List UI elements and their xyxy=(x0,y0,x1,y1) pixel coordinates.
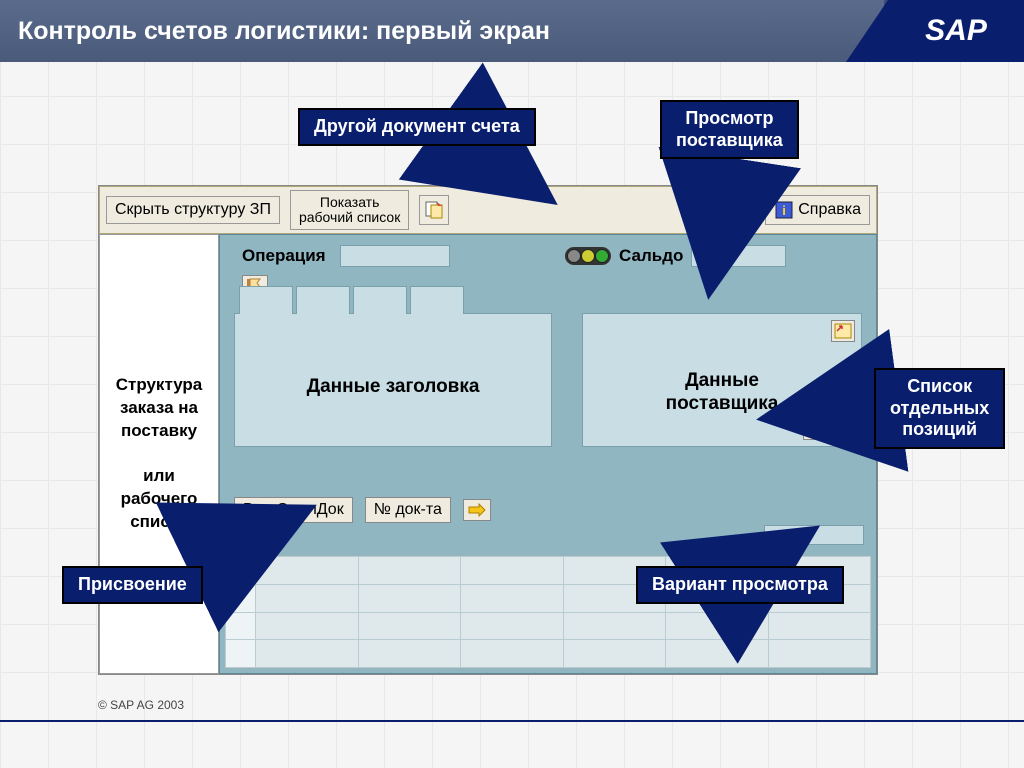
header-tab-4[interactable] xyxy=(410,286,464,314)
operation-field[interactable] xyxy=(340,245,450,267)
balance-label: Сальдо xyxy=(619,246,683,266)
main-panel: Операция Сальдо xyxy=(219,234,877,674)
table-row-header[interactable] xyxy=(226,612,256,640)
supplier-data-panel: Данные поставщика ОП xyxy=(582,313,862,447)
grid-icon xyxy=(810,422,824,436)
traffic-light-icon xyxy=(565,247,611,265)
callout-individual-items-list: Список отдельных позиций xyxy=(874,368,1005,449)
callout-view-variant: Вариант просмотра xyxy=(636,566,844,604)
display-variant-field[interactable] xyxy=(764,525,864,545)
reference-doc-row: Вид СсылДок № док-та xyxy=(234,497,491,523)
balance-row: Сальдо xyxy=(565,245,786,267)
other-invoice-document-button[interactable] xyxy=(419,195,449,225)
supplier-data-label: Данные поставщика xyxy=(583,370,861,416)
ref-doc-type-button[interactable]: Вид СсылДок xyxy=(234,497,353,523)
info-icon: i xyxy=(774,200,794,220)
header-data-panel: Данные заголовка xyxy=(234,313,552,447)
table-row-header[interactable] xyxy=(226,640,256,668)
sap-logo: SAP xyxy=(884,0,1024,62)
hide-po-structure-button[interactable]: Скрыть структуру ЗП xyxy=(106,196,280,224)
doc-number-button[interactable]: № док-та xyxy=(365,497,451,523)
header-tab-3[interactable] xyxy=(353,286,407,314)
copyright-text: © SAP AG 2003 xyxy=(98,698,184,712)
header-tab-2[interactable] xyxy=(296,286,350,314)
toolbar: Скрыть структуру ЗП Показать рабочий спи… xyxy=(99,186,877,234)
header-data-label: Данные заголовка xyxy=(235,376,551,398)
table-row-header[interactable] xyxy=(226,584,256,612)
assign-button[interactable] xyxy=(463,499,491,521)
callout-view-supplier: Просмотр поставщика xyxy=(660,100,799,159)
left-structure-panel: Структура заказа на поставку или рабочег… xyxy=(99,234,219,674)
callout-assignment: Присвоение xyxy=(62,566,203,604)
sap-logo-text: SAP xyxy=(925,14,987,48)
slide-header: Контроль счетов логистики: первый экран … xyxy=(0,0,1024,62)
svg-text:i: i xyxy=(782,203,786,218)
header-tab-1[interactable] xyxy=(239,286,293,314)
help-button[interactable]: i Справка xyxy=(765,195,870,225)
show-worklist-button[interactable]: Показать рабочий список xyxy=(290,190,409,231)
footer-divider xyxy=(0,720,1024,722)
arrow-right-icon xyxy=(467,503,487,517)
view-supplier-button[interactable] xyxy=(831,320,855,342)
operation-label: Операция xyxy=(242,246,326,266)
operation-row: Операция xyxy=(242,245,450,267)
individual-items-button[interactable]: ОП xyxy=(803,418,855,440)
document-switch-icon xyxy=(424,200,444,220)
table-row-header[interactable] xyxy=(226,557,256,585)
page-title: Контроль счетов логистики: первый экран xyxy=(18,17,550,46)
callout-other-invoice-doc: Другой документ счета xyxy=(298,108,536,146)
balance-field[interactable] xyxy=(691,245,786,267)
